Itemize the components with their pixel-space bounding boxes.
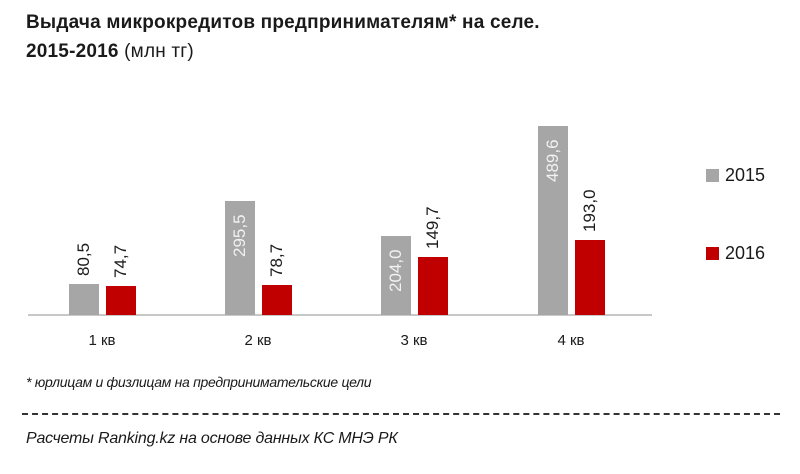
- bar-2015-q3: [380, 236, 411, 315]
- chart-title-years: 2015-2016: [26, 41, 119, 62]
- chart-title: Выдача микрокредитов предпринимателям* н…: [26, 8, 540, 66]
- legend-label-2016: 2016: [725, 243, 766, 263]
- bar-2015-q4: [537, 126, 568, 315]
- legend-item-2015: 2015: [706, 165, 765, 186]
- data-label-2016-q2: 78,7: [266, 243, 286, 277]
- data-label-2015-q1: 80,5: [73, 242, 93, 276]
- data-label-2015-q3: 204,0: [385, 248, 405, 292]
- dashed-divider: [22, 413, 780, 415]
- legend-item-2016: 2016: [706, 243, 765, 264]
- data-label-2016-q1: 74,7: [110, 244, 130, 278]
- x-axis-category-q2: 2 кв: [244, 332, 272, 349]
- data-label-2015-q4: 489,6: [542, 138, 562, 182]
- x-axis-category-q1: 1 кв: [88, 332, 116, 349]
- data-label-2015-q2: 295,5: [229, 213, 249, 257]
- data-label-2016-q4: 193,0: [579, 189, 599, 232]
- legend-swatch-2016: [706, 247, 719, 260]
- chart-title-line2: 2015-2016 (млн тг): [26, 37, 540, 66]
- legend-swatch-2015: [706, 169, 719, 182]
- chart-title-unit: (млн тг): [124, 41, 194, 62]
- x-axis-category-q4: 4 кв: [557, 332, 585, 349]
- legend-label-2015: 2015: [725, 165, 766, 185]
- bar-2016-q4: [574, 240, 605, 315]
- x-axis-baseline: [28, 314, 652, 316]
- bar-2015-q2: [224, 201, 255, 315]
- bar-2016-q3: [417, 257, 448, 315]
- footnote: * юрлицам и физлицам на предпринимательс…: [26, 374, 372, 390]
- bar-2016-q1: [105, 286, 136, 315]
- data-label-2016-q3: 149,7: [422, 206, 442, 249]
- bar-2015-q1: [68, 284, 99, 315]
- source-note: Расчеты Ranking.kz на основе данных КС М…: [26, 430, 398, 447]
- x-axis-category-q3: 3 кв: [400, 332, 428, 349]
- chart-title-line1: Выдача микрокредитов предпринимателям* н…: [26, 12, 540, 33]
- bar-2016-q2: [261, 285, 292, 315]
